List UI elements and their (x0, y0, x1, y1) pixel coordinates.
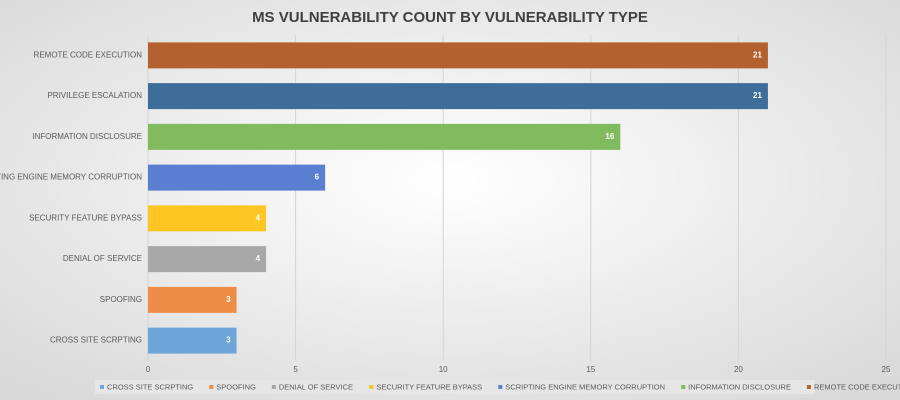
y-tick-label: INFORMATION DISCLOSURE (32, 132, 142, 141)
bar (148, 83, 768, 110)
legend-swatch (681, 385, 686, 389)
legend-swatch (498, 385, 503, 389)
y-tick-label: CROSS SITE SCRPTING (50, 336, 142, 345)
y-tick-label: SCRIPTING ENGINE MEMORY CORRUPTION (0, 173, 142, 182)
value-label: 4 (256, 254, 261, 263)
legend-swatch (209, 385, 214, 389)
x-tick-label: 10 (439, 365, 448, 374)
legend-label: SCRIPTING ENGINE MEMORY CORRUPTION (505, 382, 665, 391)
value-label: 3 (226, 295, 231, 304)
value-label: 21 (753, 91, 762, 100)
bar (148, 327, 237, 354)
legend-swatch (806, 385, 811, 389)
legend-label: CROSS SITE SCRPTING (107, 382, 193, 391)
value-label: 4 (256, 213, 261, 222)
y-tick-label: SPOOFING (100, 295, 142, 304)
x-tick-label: 25 (882, 365, 891, 374)
legend-label: DENIAL OF SERVICE (279, 382, 353, 391)
bar (148, 42, 768, 69)
x-tick-label: 20 (734, 365, 743, 374)
legend-box (95, 380, 815, 394)
value-label: 16 (605, 132, 614, 141)
legend-swatch (100, 385, 104, 389)
bar (148, 164, 326, 191)
legend-swatch (271, 385, 276, 389)
legend-label: REMOTE CODE EXECUTION (814, 382, 900, 391)
bar (148, 286, 237, 313)
x-tick-label: 0 (146, 365, 151, 374)
y-tick-label: DENIAL OF SERVICE (63, 254, 142, 263)
bar (148, 246, 267, 273)
y-tick-label: SECURITY FEATURE BYPASS (29, 213, 142, 222)
x-tick-label: 5 (293, 365, 298, 374)
legend-swatch (369, 385, 374, 389)
legend-label: SECURITY FEATURE BYPASS (376, 382, 482, 391)
value-label: 3 (226, 336, 231, 345)
value-label: 21 (753, 50, 762, 59)
y-tick-label: REMOTE CODE EXECUTION (34, 50, 143, 59)
legend-label: SPOOFING (216, 382, 256, 391)
legend-label: INFORMATION DISCLOSURE (688, 382, 791, 391)
x-tick-label: 15 (586, 365, 595, 374)
bar (148, 123, 621, 150)
chart-title: MS VULNERABILITY COUNT BY VULNERABILITY … (252, 9, 648, 26)
bar (148, 205, 267, 232)
y-tick-label: PRIVILEGE ESCALATION (47, 91, 142, 100)
value-label: 6 (315, 173, 320, 182)
